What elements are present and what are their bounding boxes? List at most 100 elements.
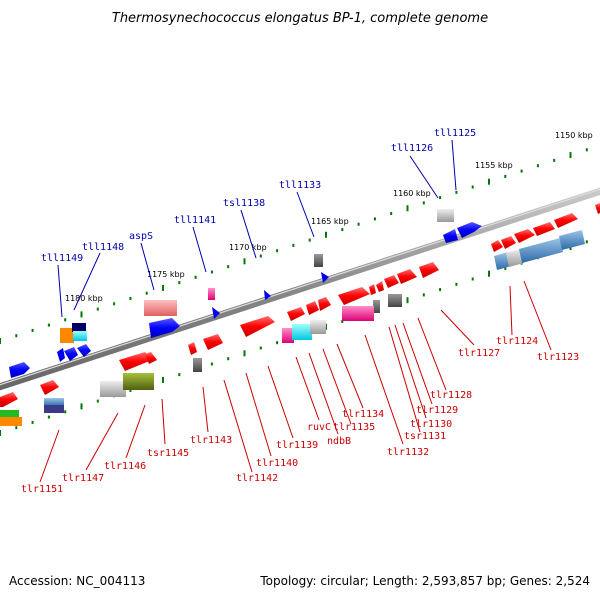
gene-arrow [119,352,152,371]
gene-label: tsr1145 [147,448,189,459]
scale-major-tick [162,376,164,383]
gene-arrow [419,262,439,278]
gene-arrow [595,203,600,214]
gene-label: ruvC [307,422,331,433]
scale-minor-tick [585,240,588,244]
gene-box [282,328,294,343]
gene-label: tsl1138 [223,198,265,209]
leader-line [240,209,257,259]
upper-track-dots [0,148,588,344]
scale-minor-tick [129,297,132,300]
gene-label: tll1148 [82,242,124,253]
scale-minor-tick [341,228,344,231]
gene-arrow [491,240,503,252]
upper-leader-lines [57,139,457,318]
gene-box [519,238,563,263]
gene-label: tlr1123 [537,352,579,363]
gene-label: tlr1140 [256,458,298,469]
scale-major-tick [406,297,409,304]
leader-line [336,343,364,409]
gene-arrow [321,272,329,283]
gene-box [72,323,86,332]
scale-major-tick [243,258,246,265]
leader-line [364,334,404,445]
scale-minor-tick [145,291,148,295]
scale-minor-tick [439,288,442,292]
topology-text: Topology: circular; Length: 2,593,857 bp… [259,574,590,588]
scale-minor-tick [390,212,393,215]
gene-label: tlr1146 [104,461,146,472]
gene-arrow [64,347,78,361]
gene-arrow [145,352,157,364]
gene-box [437,209,454,222]
gene-arrow [369,284,376,295]
scale-labels: 1150 kbp 1155 kbp 1160 kbp 1165 kbp 1170… [65,131,593,303]
gene-arrow [514,229,535,243]
scale-major-tick [488,270,490,277]
scale-minor-tick [292,243,295,247]
gene-arrow [338,287,370,305]
scale-minor-tick [439,196,442,200]
gene-box [144,300,177,316]
gene-label: tll1133 [279,180,321,191]
scale-label: 1155 kbp [475,161,513,170]
leader-line [245,372,272,457]
scale-minor-tick [455,190,458,194]
scale-minor-tick [471,185,474,189]
gene-box [44,405,64,413]
scale-label: 1165 kbp [311,217,349,226]
gene-label: tll1141 [174,215,216,226]
gene-label: tlr1142 [236,473,278,484]
gene-arrow [40,380,59,395]
scale-minor-tick [194,275,197,279]
scale-minor-tick [422,201,425,205]
leader-line [509,285,513,336]
gene-label: tlr1135 [333,422,375,433]
scale-minor-tick [504,174,507,178]
scale-minor-tick [585,148,588,152]
gene-arrow [9,362,30,378]
gene-label: ndbB [327,436,351,447]
scale-minor-tick [276,249,279,253]
gene-label: tlr1130 [410,419,452,430]
scale-minor-tick [64,410,67,414]
gene-label: tlr1147 [62,473,104,484]
scale-minor-tick [227,265,230,269]
scale-minor-tick [259,346,262,350]
gene-box [0,417,22,426]
gene-box [123,373,154,390]
scale-minor-tick [357,222,360,226]
gene-box [100,381,126,397]
gene-arrow [457,222,482,238]
leader-line [202,386,209,433]
scale-minor-tick [308,238,311,242]
gene-arrow [376,281,384,292]
scale-minor-tick [553,158,556,162]
scale-minor-tick [210,270,213,274]
gene-arrow [554,213,578,228]
scale-major-tick [406,205,409,212]
upper-strand-features [9,203,600,378]
scale-major-tick [243,350,246,357]
scale-minor-tick [536,164,539,168]
gene-box [314,254,323,267]
gene-label: tlr1143 [190,435,232,446]
leader-line [409,155,439,199]
gene-label: tlr1134 [342,409,384,420]
gene-arrow [212,307,220,319]
leader-line [451,139,457,191]
gene-arrow [203,334,223,350]
gene-arrow [77,344,91,357]
scale-minor-tick [47,323,50,327]
scale-major-tick [162,284,164,291]
scale-minor-tick [129,389,132,392]
scale-minor-tick [373,217,376,221]
leader-line [267,365,294,439]
scale-minor-tick [96,307,99,311]
leader-line [388,326,421,433]
scale-label: 1160 kbp [393,189,431,198]
gene-label: aspS [129,231,153,242]
gene-label: tlr1128 [430,390,472,401]
scale-minor-tick [341,320,344,323]
leader-line [523,280,552,351]
